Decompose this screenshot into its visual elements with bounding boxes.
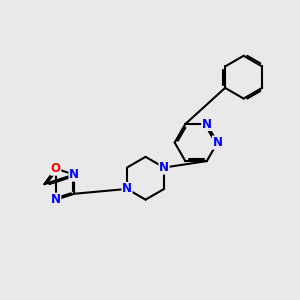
Text: N: N: [51, 193, 61, 206]
Text: N: N: [122, 182, 132, 195]
Text: N: N: [202, 118, 212, 130]
Text: N: N: [159, 161, 169, 174]
Text: O: O: [51, 162, 61, 175]
Text: N: N: [69, 168, 79, 181]
Text: N: N: [212, 136, 223, 149]
